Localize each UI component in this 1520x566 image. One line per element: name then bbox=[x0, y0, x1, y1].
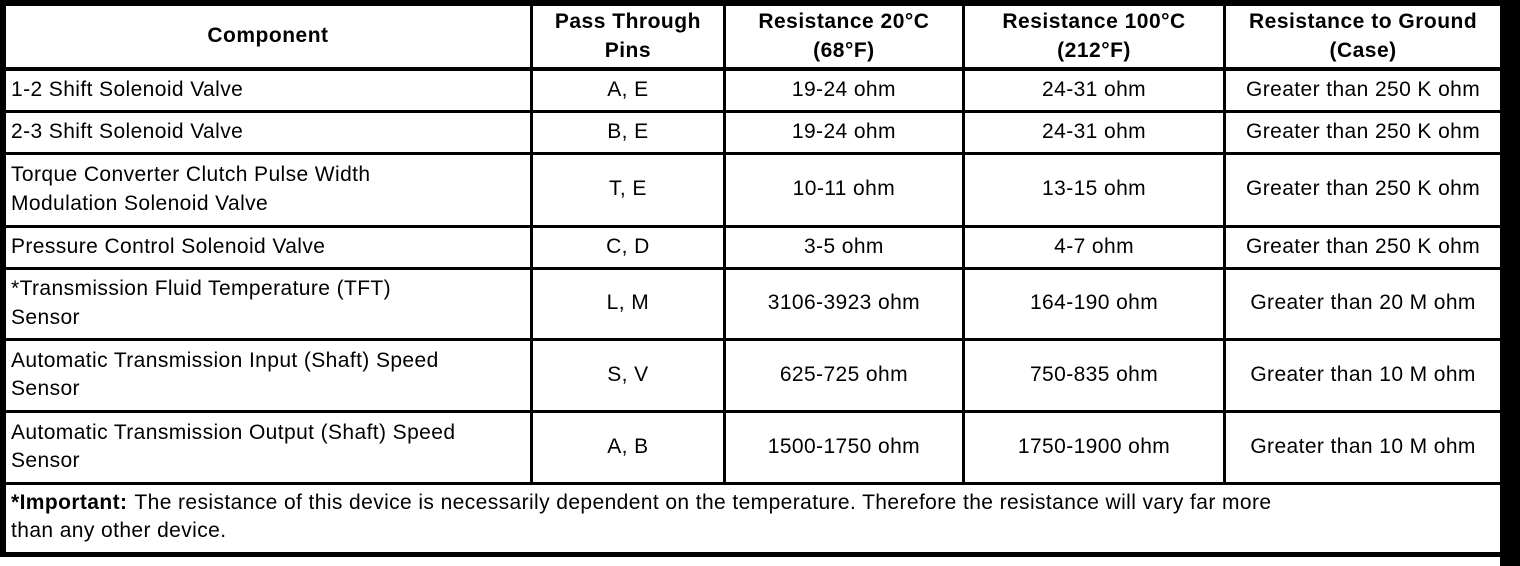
cell-resistance-ground: Greater than 10 M ohm bbox=[1223, 337, 1512, 413]
cell-pins: C, D bbox=[529, 224, 726, 270]
column-header-resistance-ground: Resistance to Ground (Case) bbox=[1223, 1, 1512, 71]
cell-resistance-20c: 10-11 ohm bbox=[722, 151, 965, 228]
cell-resistance-100c: 1750-1900 ohm bbox=[961, 409, 1227, 485]
cell-resistance-ground: Greater than 250 K ohm bbox=[1223, 109, 1512, 155]
table-row: Torque Converter Clutch Pulse Width Modu… bbox=[1, 151, 1512, 228]
cell-resistance-100c: 13-15 ohm bbox=[961, 151, 1227, 228]
cell-component: *Transmission Fluid Temperature (TFT) Se… bbox=[1, 266, 533, 341]
cell-pins: A, B bbox=[529, 409, 726, 485]
cell-pins: L, M bbox=[529, 266, 726, 341]
cell-resistance-ground: Greater than 250 K ohm bbox=[1223, 151, 1512, 228]
cell-pins: B, E bbox=[529, 109, 726, 155]
table-row: 1-2 Shift Solenoid Valve A, E 19-24 ohm … bbox=[1, 67, 1512, 113]
cell-resistance-20c: 3106-3923 ohm bbox=[722, 266, 965, 341]
cell-resistance-100c: 750-835 ohm bbox=[961, 337, 1227, 413]
cell-resistance-20c: 1500-1750 ohm bbox=[722, 409, 965, 485]
table-row: 2-3 Shift Solenoid Valve B, E 19-24 ohm … bbox=[1, 109, 1512, 155]
cell-pins: S, V bbox=[529, 337, 726, 413]
cell-component: Pressure Control Solenoid Valve bbox=[1, 224, 533, 270]
header-row: Component Pass Through Pins Resistance 2… bbox=[1, 1, 1512, 71]
cell-resistance-ground: Greater than 10 M ohm bbox=[1223, 409, 1512, 485]
cell-component: Torque Converter Clutch Pulse Width Modu… bbox=[1, 151, 533, 228]
cell-pins: T, E bbox=[529, 151, 726, 228]
cell-resistance-20c: 3-5 ohm bbox=[722, 224, 965, 270]
column-header-resistance-20c: Resistance 20°C (68°F) bbox=[722, 1, 965, 71]
cell-pins: A, E bbox=[529, 67, 726, 113]
footnote-cell: *Important: The resistance of this device… bbox=[1, 481, 1512, 556]
footnote-text: The resistance of this device is necessa… bbox=[11, 490, 1272, 542]
column-header-resistance-100c: Resistance 100°C (212°F) bbox=[961, 1, 1227, 71]
cell-resistance-ground: Greater than 20 M ohm bbox=[1223, 266, 1512, 341]
footnote-important-label: *Important: bbox=[11, 490, 128, 514]
table-row: *Transmission Fluid Temperature (TFT) Se… bbox=[1, 266, 1512, 341]
footnote-row: *Important: The resistance of this device… bbox=[1, 481, 1512, 556]
table-row: Pressure Control Solenoid Valve C, D 3-5… bbox=[1, 224, 1512, 270]
cell-resistance-100c: 4-7 ohm bbox=[961, 224, 1227, 270]
column-header-component: Component bbox=[1, 1, 533, 71]
cell-resistance-100c: 164-190 ohm bbox=[961, 266, 1227, 341]
column-header-pass-through-pins: Pass Through Pins bbox=[529, 1, 726, 71]
cell-component: 1-2 Shift Solenoid Valve bbox=[1, 67, 533, 113]
cell-resistance-ground: Greater than 250 K ohm bbox=[1223, 67, 1512, 113]
cell-component: Automatic Transmission Input (Shaft) Spe… bbox=[1, 337, 533, 413]
cell-component: Automatic Transmission Output (Shaft) Sp… bbox=[1, 409, 533, 485]
cell-resistance-100c: 24-31 ohm bbox=[961, 109, 1227, 155]
table-row: Automatic Transmission Input (Shaft) Spe… bbox=[1, 337, 1512, 413]
cell-resistance-100c: 24-31 ohm bbox=[961, 67, 1227, 113]
cell-resistance-20c: 19-24 ohm bbox=[722, 109, 965, 155]
cell-resistance-20c: 625-725 ohm bbox=[722, 337, 965, 413]
table-row: Automatic Transmission Output (Shaft) Sp… bbox=[1, 409, 1512, 485]
cell-component: 2-3 Shift Solenoid Valve bbox=[1, 109, 533, 155]
cell-resistance-20c: 19-24 ohm bbox=[722, 67, 965, 113]
cell-resistance-ground: Greater than 250 K ohm bbox=[1223, 224, 1512, 270]
